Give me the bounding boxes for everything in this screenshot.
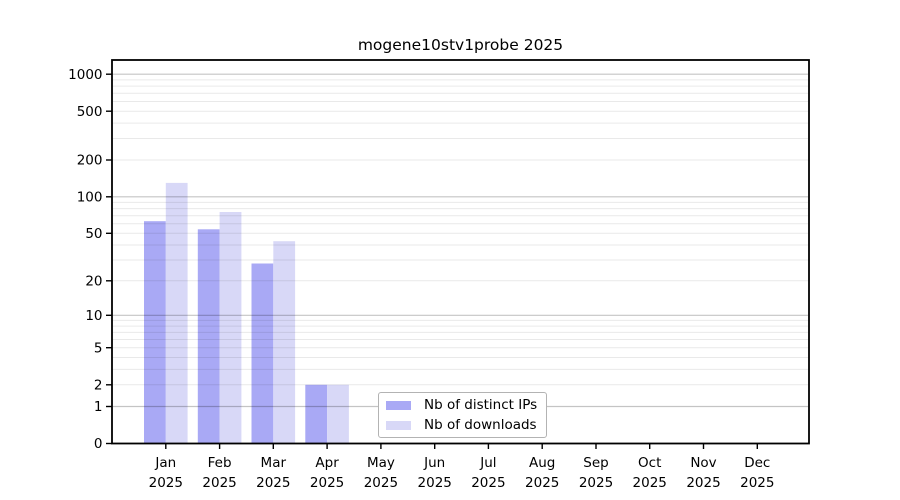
x-tick-label-mar: Mar 2025: [256, 455, 290, 491]
legend-item-downloads: Nb of downloads: [386, 417, 540, 434]
legend-label-downloads: Nb of downloads: [424, 416, 537, 433]
y-tick-label: 1000: [68, 67, 102, 83]
y-tick-label: 10: [85, 308, 102, 324]
y-tick-label: 50: [85, 226, 102, 242]
y-tick-label: 500: [77, 104, 103, 120]
x-tick-label-apr: Apr 2025: [310, 455, 344, 491]
bar-mar-distinct-ips: [251, 263, 274, 444]
y-tick-label: 0: [94, 436, 103, 452]
y-tick-label: 20: [85, 274, 102, 290]
x-tick-label-aug: Aug 2025: [525, 455, 559, 491]
x-tick-label-oct: Oct 2025: [633, 455, 667, 491]
bar-jan-distinct-ips: [144, 221, 166, 444]
minor-gridlines: [112, 79, 809, 386]
x-tick-label-jun: Jun 2025: [418, 455, 452, 491]
chart-title: mogene10stv1probe 2025: [357, 36, 564, 54]
x-tick-label-jan: Jan 2025: [149, 455, 183, 491]
x-tick-label-dec: Dec 2025: [740, 455, 774, 491]
legend-label-distinct-ips: Nb of distinct IPs: [424, 396, 538, 413]
x-tick-label-jul: Jul 2025: [471, 455, 505, 491]
y-tick-label: 2: [94, 378, 103, 394]
y-tick-label: 200: [77, 153, 103, 169]
legend-item-distinct-ips: Nb of distinct IPs: [386, 397, 540, 414]
legend-swatch-distinct-ips: [386, 400, 411, 410]
bar-apr-distinct-ips: [305, 384, 328, 444]
x-axis: Jan 2025 Feb 2025 Mar 2025 Apr 2025 May 2025 Jun 20…: [149, 443, 774, 491]
x-tick-label-sep: Sep 2025: [579, 455, 613, 491]
x-tick-label-nov: Nov 2025: [686, 455, 720, 491]
plot-border: [111, 59, 810, 445]
y-axis: 0 1 2 5 10 20 50 100 200 500 1000: [68, 67, 112, 452]
y-tick-label: 5: [94, 340, 103, 356]
bar-mar-downloads: [273, 241, 296, 444]
y-tick-label: 1: [94, 399, 103, 415]
legend: Nb of distinct IPs Nb of downloads: [378, 392, 547, 438]
bar-feb-downloads: [219, 212, 242, 444]
y-tick-label: 100: [77, 190, 103, 206]
bar-apr-downloads: [327, 384, 349, 444]
bars-layer: [144, 182, 349, 444]
x-tick-label-feb: Feb 2025: [202, 455, 236, 491]
legend-swatch-downloads: [386, 420, 411, 430]
bar-feb-distinct-ips: [197, 229, 220, 444]
bar-jan-downloads: [165, 182, 188, 444]
x-tick-label-may: May 2025: [364, 455, 398, 491]
